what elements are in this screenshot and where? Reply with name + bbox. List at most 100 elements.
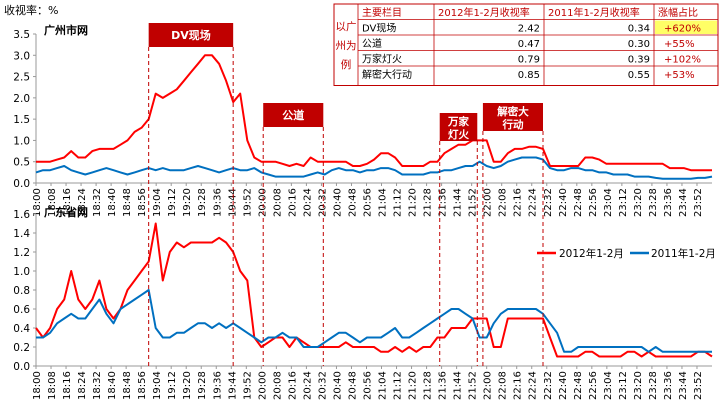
table-cell: 公道 xyxy=(362,37,382,50)
x-tick-label: 21:36 xyxy=(438,371,449,400)
x-tick-label: 20:24 xyxy=(302,188,313,217)
y-tick-label: 1.0 xyxy=(13,135,30,147)
x-tick-label: 18:16 xyxy=(62,371,73,400)
table-cell: +620% xyxy=(664,24,701,35)
table-cell: 0.85 xyxy=(518,70,540,81)
x-tick-label: 18:08 xyxy=(47,371,58,400)
x-tick-label: 23:52 xyxy=(693,371,704,400)
x-tick-label: 22:00 xyxy=(483,188,494,217)
program-label: 解密大 xyxy=(496,105,529,118)
table-cell: 0.34 xyxy=(628,24,650,35)
table-cell: 0.39 xyxy=(628,55,650,66)
x-tick-label: 18:08 xyxy=(47,188,58,217)
table-cell: 0.30 xyxy=(628,39,650,50)
x-tick-label: 22:40 xyxy=(558,188,569,217)
x-tick-label: 22:48 xyxy=(573,371,584,400)
series-line-2012 xyxy=(35,222,713,358)
unit-label: 收视率：% xyxy=(4,3,58,17)
x-tick-label: 21:04 xyxy=(378,371,389,400)
x-tick-label: 20:24 xyxy=(302,371,313,400)
x-tick-label: 23:36 xyxy=(663,188,674,217)
program-label-box xyxy=(263,103,324,127)
legend-label-2012: 2012年1-2月 xyxy=(559,247,624,260)
table-side-label: 例 xyxy=(341,58,352,71)
legend-label-2011: 2011年1-2月 xyxy=(651,247,716,260)
x-tick-label: 21:52 xyxy=(468,188,479,217)
x-tick-label: 21:28 xyxy=(423,188,434,217)
x-tick-label: 23:28 xyxy=(648,188,659,217)
x-tick-label: 18:40 xyxy=(107,371,118,400)
x-tick-label: 23:20 xyxy=(633,188,644,217)
x-tick-label: 21:44 xyxy=(453,188,464,217)
table-side-label: 以广 xyxy=(336,21,357,33)
x-tick-label: 20:48 xyxy=(347,371,358,400)
x-tick-label: 21:12 xyxy=(393,188,404,217)
x-tick-label: 22:08 xyxy=(498,371,509,400)
program-label: 行动 xyxy=(501,118,523,131)
y-tick-label: 3.5 xyxy=(13,29,30,41)
x-tick-label: 20:16 xyxy=(287,188,298,217)
x-tick-label: 23:36 xyxy=(663,371,674,400)
x-tick-label: 18:24 xyxy=(77,188,88,217)
program-label-box xyxy=(439,113,478,141)
table-cell: +53% xyxy=(664,70,695,81)
table-cell: +102% xyxy=(664,55,701,66)
y-tick-label: 2.5 xyxy=(13,72,30,84)
x-tick-label: 19:04 xyxy=(152,371,163,400)
x-tick-label: 21:28 xyxy=(423,371,434,400)
chart-guangdong: 0.0 0.2 0.4 0.6 0.8 1.0 1.2 1.4 1.6 广东省网 18:00 18:0… xyxy=(13,205,713,400)
y-tick-label: 0.8 xyxy=(13,285,30,297)
x-tick-label: 20:56 xyxy=(362,188,373,217)
x-tick-label: 19:04 xyxy=(152,188,163,217)
y-tick-label: 2.0 xyxy=(13,93,30,105)
panel-title: 广州市网 xyxy=(44,23,88,37)
x-tick-label: 18:56 xyxy=(137,371,148,400)
chart-guangzhou: 0.0 0.5 1.0 1.5 2.0 2.5 3.0 3.5 广州市网 18:00 18:08 18… xyxy=(13,23,713,217)
table-cell: 解密大行动 xyxy=(362,68,412,81)
x-tick-label: 18:32 xyxy=(92,188,103,217)
x-tick-label: 18:16 xyxy=(62,188,73,217)
x-tick-label: 18:56 xyxy=(137,188,148,217)
x-tick-label: 20:00 xyxy=(257,371,268,400)
x-tick-label: 23:04 xyxy=(603,371,614,400)
x-tick-label: 18:48 xyxy=(122,371,133,400)
y-tick-label: 0.5 xyxy=(13,157,30,169)
x-tick-label: 22:32 xyxy=(543,188,554,217)
x-tick-label: 19:20 xyxy=(182,371,193,400)
table-highlight-cell xyxy=(655,20,717,34)
y-tick-label: 0.0 xyxy=(13,361,30,373)
panel-title: 广东省网 xyxy=(44,205,88,219)
x-tick-label: 23:12 xyxy=(618,371,629,400)
table-header: 主要栏目 xyxy=(362,6,402,19)
y-tick-label: 1.2 xyxy=(13,247,30,259)
x-tick-label: 23:44 xyxy=(678,188,689,217)
y-tick-label: 3.0 xyxy=(13,50,30,62)
x-tick-label: 23:28 xyxy=(648,371,659,400)
x-tick-label: 19:52 xyxy=(242,188,253,217)
program-label-box xyxy=(482,103,543,131)
x-tick-label: 19:12 xyxy=(167,188,178,217)
x-tick-label: 18:48 xyxy=(122,188,133,217)
table-cell: 0.47 xyxy=(518,39,540,50)
x-tick-label: 20:32 xyxy=(317,371,328,400)
x-tick-label: 20:08 xyxy=(272,371,283,400)
x-tick-label: 22:32 xyxy=(543,371,554,400)
x-tick-label: 21:36 xyxy=(438,188,449,217)
x-tick-label: 20:00 xyxy=(257,188,268,217)
table-cell: 0.55 xyxy=(628,70,650,81)
table-header: 2011年1-2月收视率 xyxy=(548,6,640,19)
y-tick-label: 1.4 xyxy=(13,228,30,240)
x-tick-label: 20:56 xyxy=(362,371,373,400)
x-tick-label: 19:36 xyxy=(212,188,223,217)
x-tick-label: 18:00 xyxy=(32,371,43,400)
x-tick-label: 23:12 xyxy=(618,188,629,217)
x-tick-label: 22:56 xyxy=(588,188,599,217)
x-tick-label: 18:24 xyxy=(77,371,88,400)
x-tick-label: 21:52 xyxy=(468,371,479,400)
x-tick-label: 22:00 xyxy=(483,371,494,400)
y-tick-label: 0.4 xyxy=(13,323,30,335)
series-line-2011 xyxy=(36,289,712,353)
